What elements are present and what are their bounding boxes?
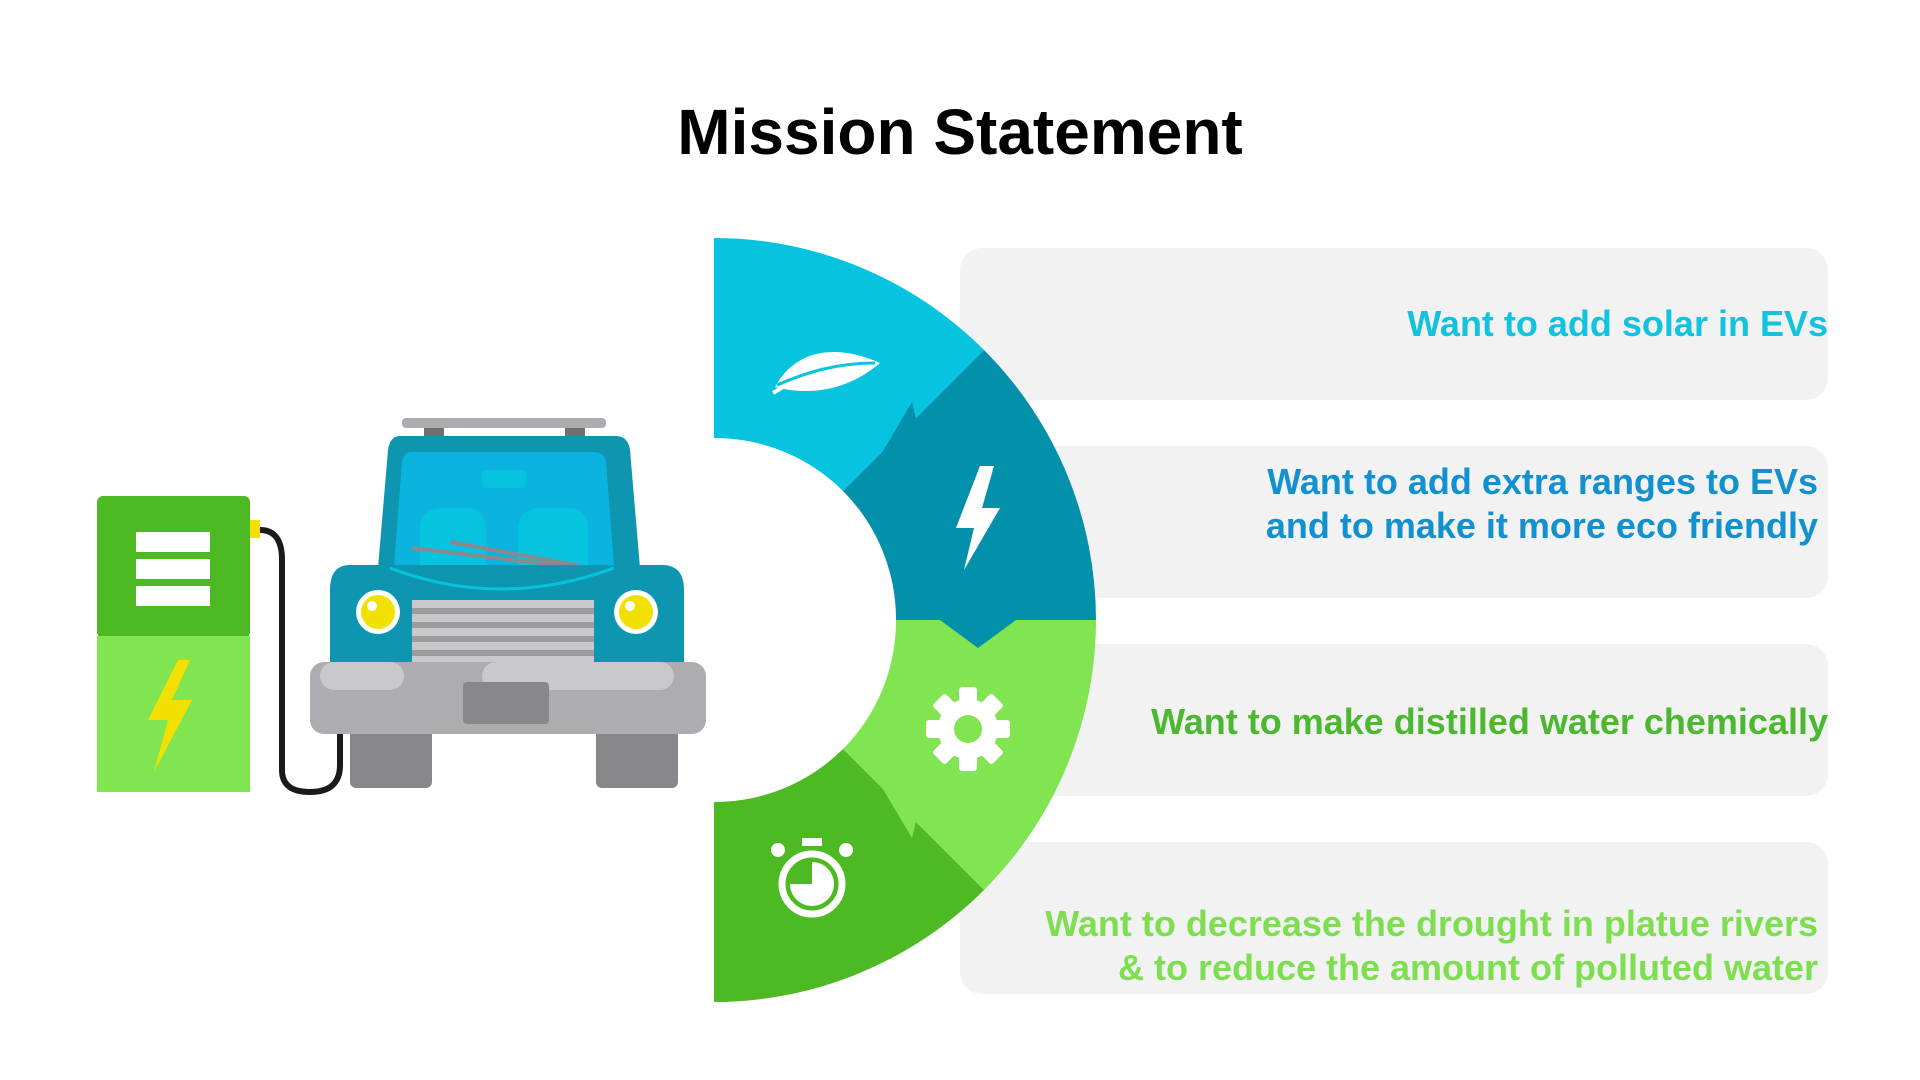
- item-bar-3: [960, 644, 1828, 796]
- ring-notch-1: [880, 402, 924, 456]
- item-text-4: Want to decrease the drought in platue r…: [1045, 903, 1818, 988]
- item-bar-4: [960, 842, 1828, 994]
- item-text-3: Want to make distilled water chemically: [1151, 701, 1828, 742]
- stopwatch-icon: [771, 838, 853, 918]
- page-title: Mission Statement: [677, 96, 1243, 168]
- leaf-icon: [771, 352, 880, 395]
- item-text-1: Want to add solar in EVs: [1407, 303, 1828, 344]
- item-bar-2: [960, 446, 1828, 598]
- ring-notch-3: [880, 784, 924, 838]
- item-bar-1: [960, 248, 1828, 400]
- item-text-2: Want to add extra ranges to EVs and to m…: [1265, 461, 1818, 546]
- ev-illustration: [97, 418, 706, 796]
- car-icon: [310, 418, 706, 788]
- charging-station-icon: [97, 496, 343, 796]
